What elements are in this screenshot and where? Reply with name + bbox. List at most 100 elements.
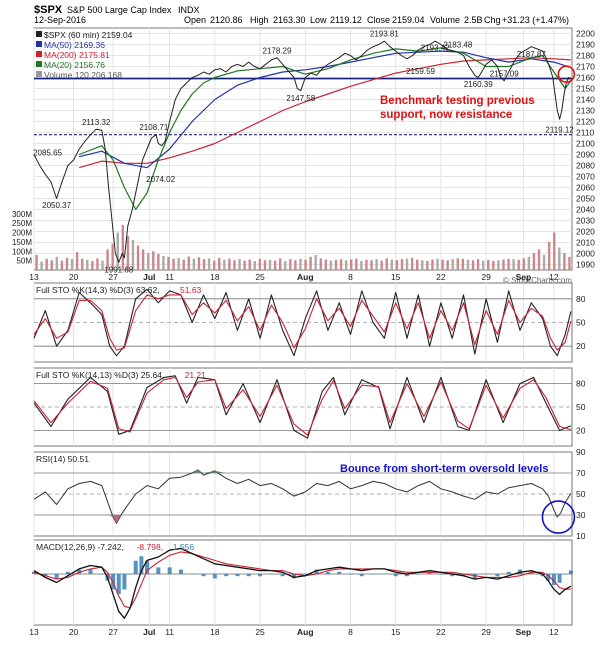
volume-bar [471, 260, 475, 270]
volume-tick-label: 100M [12, 247, 32, 256]
volume-bar [502, 259, 505, 270]
rsi-oversold-fill [113, 515, 117, 524]
volume-bar [436, 258, 439, 270]
rsi-oversold-fill [557, 515, 561, 518]
price-value-label: 2119.12 [545, 125, 574, 134]
macd-histogram-bar [540, 574, 545, 577]
index-name: S&P 500 Large Cap Index [67, 5, 172, 15]
volume-bar [487, 259, 490, 270]
volume-bar [258, 258, 262, 270]
volume-bar [324, 259, 328, 270]
rsi-overbought-fill [203, 470, 215, 473]
volume-bar [405, 258, 409, 270]
macd-histogram-bar [139, 556, 144, 574]
macd-histogram-bar [43, 574, 48, 577]
price-value-label: 2160.39 [464, 80, 493, 89]
sto_fast-k-line [33, 288, 572, 357]
annotation-resistance: Benchmark testing previous support, now r… [380, 95, 535, 121]
symbol: $SPX [34, 4, 63, 16]
x-tick-label-top: Jul [143, 272, 155, 282]
rsi-oversold-fill [553, 515, 558, 518]
price-value-label: 1991.68 [104, 266, 133, 275]
macd-histogram-bar [224, 574, 229, 577]
volume-bar [329, 260, 333, 270]
macd-histogram-bar [99, 574, 104, 575]
volume-bar [111, 243, 114, 270]
volume-bar [126, 236, 130, 270]
macd-histogram-bar [88, 569, 93, 574]
sto_fast-tick-label: 50 [576, 318, 586, 328]
price-tick-label: 2180 [576, 51, 595, 61]
x-tick-label-bottom: Aug [297, 627, 314, 637]
volume-bar [365, 259, 368, 270]
volume-bar [101, 260, 104, 270]
volume-bar [192, 258, 196, 270]
volume-bar [106, 249, 109, 270]
volume-bar [304, 259, 307, 270]
volume-bar [527, 256, 531, 270]
price-tick-label: 2010 [576, 238, 595, 248]
x-tick-label-bottom: Sep [516, 627, 532, 637]
volume-bar [522, 258, 525, 270]
volume-bar [116, 232, 119, 270]
macd-histogram-bar [212, 574, 217, 579]
volume-bar [537, 249, 541, 270]
volume-bar [410, 257, 414, 270]
macd-histogram-bar [371, 574, 376, 575]
macd-histogram-bar [291, 574, 296, 579]
macd-histogram-bar [359, 574, 364, 577]
volume-bar [547, 241, 551, 270]
volume-bar [507, 258, 510, 270]
volume-bar [278, 258, 282, 270]
x-tick-label-bottom: 22 [436, 627, 446, 637]
volume-bar [512, 259, 515, 270]
volume-bar [294, 260, 297, 270]
macd-histogram-bar [557, 574, 562, 583]
macd-histogram-bar [116, 574, 121, 594]
macd-histogram-bar [404, 574, 409, 577]
volume-bar [461, 258, 465, 270]
rsi-oversold-fill [108, 515, 114, 518]
rsi-tick-label: 70 [576, 468, 586, 478]
price-value-label: 2108.71 [139, 123, 168, 132]
volume-bar [202, 259, 206, 270]
volume-bar [553, 232, 556, 270]
volume-bar [207, 258, 211, 270]
volume-bar [542, 255, 546, 270]
volume-bar [141, 249, 145, 270]
volume-bar [157, 254, 160, 270]
legend-swatch [36, 41, 42, 47]
volume-bar [339, 259, 343, 270]
x-tick-label-top: 12 [549, 272, 559, 282]
macd-histogram-bar [156, 567, 161, 574]
rsi-tick-label: 50 [576, 489, 586, 499]
rsi-overbought-fill [192, 469, 198, 473]
macd-histogram-bar [450, 574, 455, 577]
macd-histogram-bar [348, 574, 353, 575]
x-tick-label-bottom: 8 [348, 627, 353, 637]
volume-tick-label: 250M [12, 219, 32, 228]
close-label: Close [367, 15, 390, 25]
resistance-highlight-circle [557, 65, 576, 83]
macd-histogram-bar [314, 569, 319, 574]
volume-bar [415, 259, 419, 270]
macd-histogram-bar [568, 570, 573, 574]
price-value-label: 2147.58 [286, 94, 315, 103]
volume-bar [360, 261, 363, 270]
volume-tick-label: 50M [16, 257, 32, 266]
price-tick-label: 2080 [576, 161, 595, 171]
low-value: 2119.12 [330, 15, 362, 25]
macd-histogram-bar [235, 574, 240, 577]
price-tick-label: 2120 [576, 117, 595, 127]
volume-bar [248, 259, 251, 270]
price-value-label: 2183.48 [443, 41, 472, 50]
sto_fast-tick-label: 80 [576, 294, 586, 304]
macd-histogram-bar [32, 571, 36, 574]
volume-bar [314, 255, 317, 270]
macd-histogram-bar [65, 571, 70, 574]
open-label: Open [184, 15, 206, 25]
legend-entry: 1.556 [173, 542, 195, 552]
price-tick-label: 2050 [576, 194, 595, 204]
oversold-highlight-circle [541, 500, 576, 534]
volume-bar [268, 259, 272, 270]
